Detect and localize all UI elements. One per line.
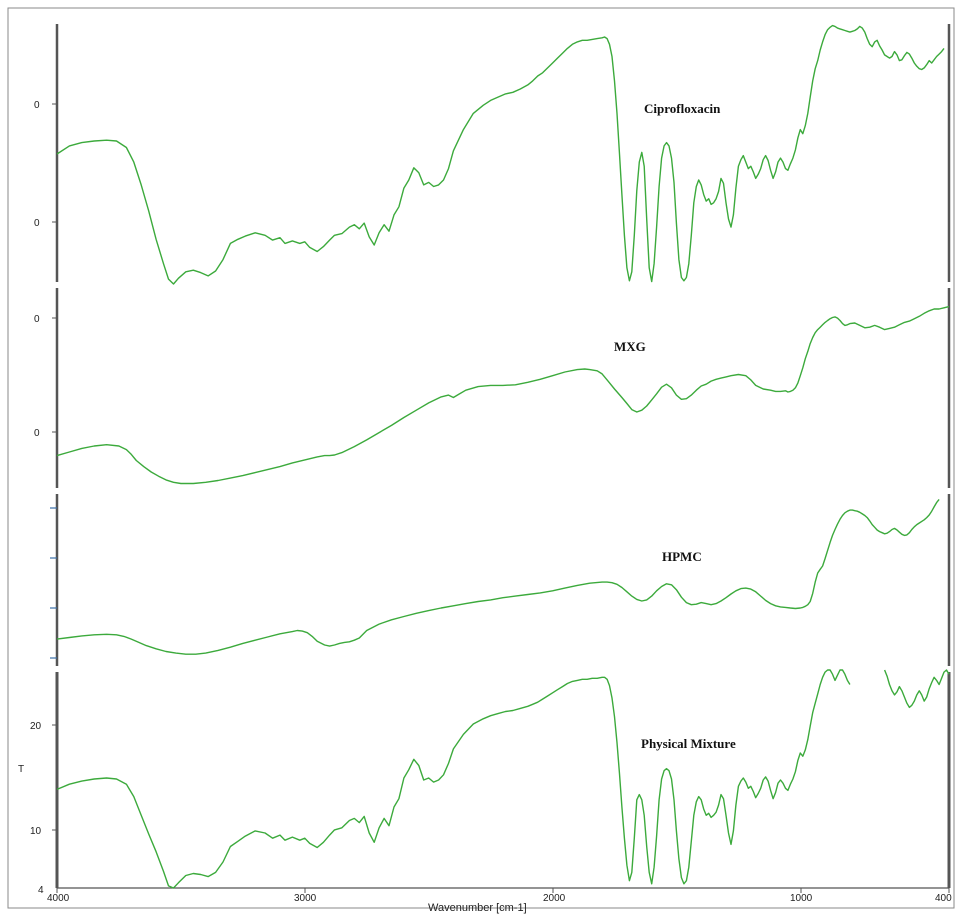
x-axis-title: Wavenumber [cm-1] — [428, 902, 527, 914]
y-tick-label-pm-20: 20 — [30, 721, 42, 732]
series-label-physical-mixture: Physical Mixture — [641, 736, 736, 751]
x-tick-label-1000: 1000 — [790, 893, 813, 904]
x-ticks — [56, 888, 950, 893]
x-tick-label-3000: 3000 — [294, 893, 317, 904]
spectrum-line-physical-mixture-tail — [883, 669, 950, 709]
outer-border — [7, 7, 955, 909]
y-tick-label-mxg-2: 0 — [34, 428, 40, 439]
y-tick-label-cipro-2: 0 — [34, 218, 40, 229]
x-tick-label-4000: 4000 — [47, 893, 70, 904]
y-tick-label-pm-4: 4 — [38, 885, 44, 896]
series-label-hpmc: HPMC — [662, 549, 702, 564]
x-tick-label-2000: 2000 — [543, 893, 566, 904]
y-tick-label-pm-10: 10 — [30, 826, 42, 837]
spectrum-line-physical-mixture — [56, 669, 851, 889]
y-axis-label: T — [18, 764, 24, 775]
spectrum-line-hpmc — [56, 498, 940, 655]
series-label-ciprofloxacin: Ciprofloxacin — [644, 101, 721, 116]
y-tick-label-cipro-1: 0 — [34, 100, 40, 111]
spectrum-line-mxg — [56, 305, 950, 485]
spectrum-line-ciprofloxacin — [56, 24, 945, 285]
series-label-mxg: MXG — [614, 339, 646, 354]
x-tick-label-400: 400 — [935, 893, 952, 904]
y-tick-label-mxg-1: 0 — [34, 314, 40, 325]
